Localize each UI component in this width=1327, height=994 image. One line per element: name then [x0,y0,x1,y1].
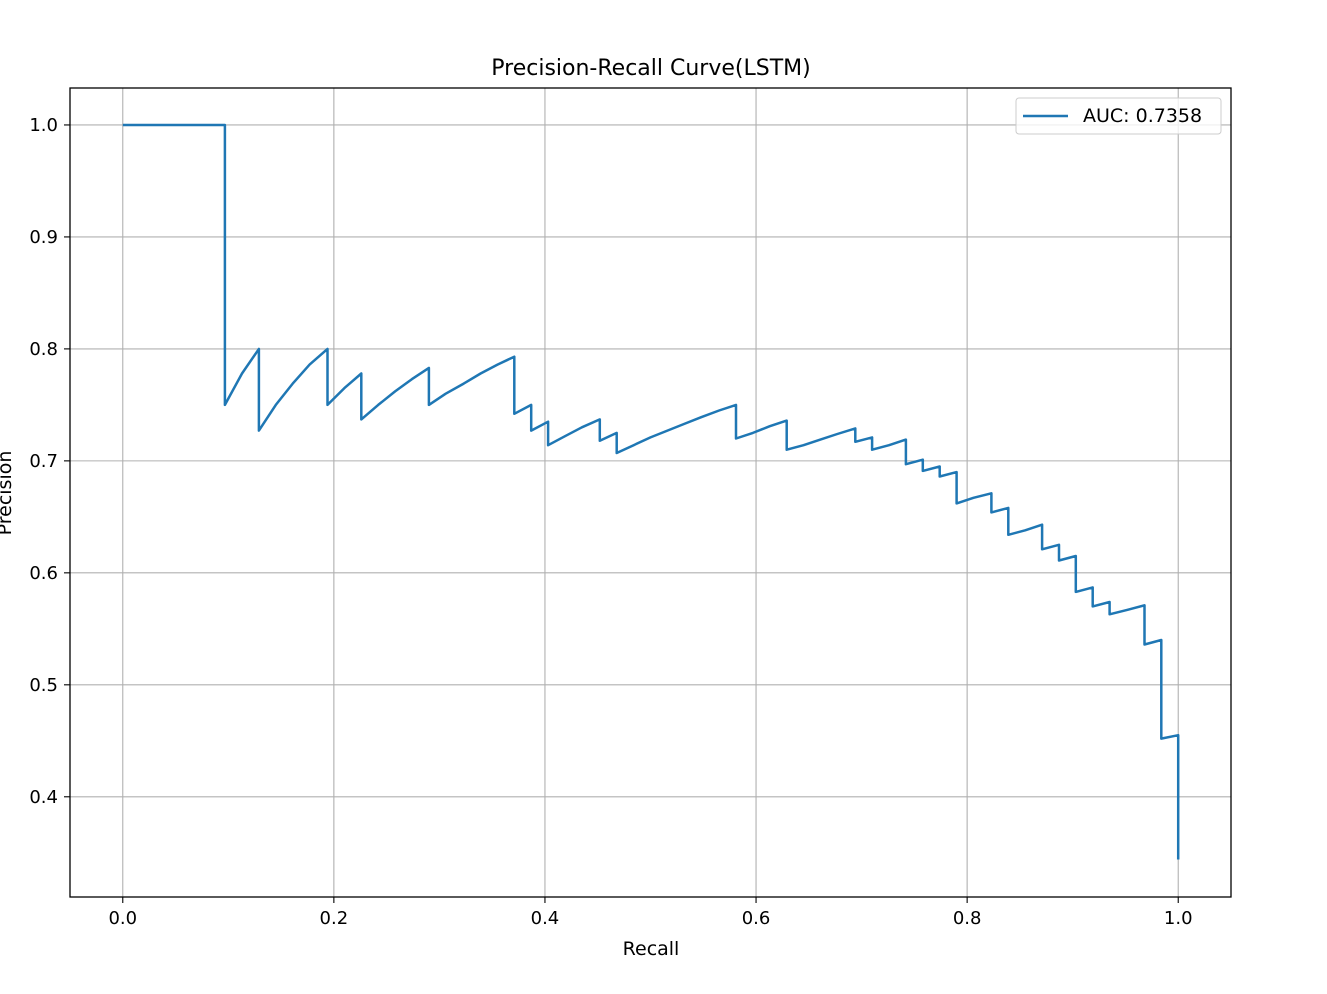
y-tick-label: 0.4 [29,787,58,808]
grid [70,88,1231,897]
y-tick-label: 1.0 [29,115,58,136]
y-tick-label: 0.7 [29,451,58,472]
legend-label: AUC: 0.7358 [1083,105,1202,127]
y-tick-label: 0.9 [29,227,58,248]
y-tick-label: 0.6 [29,563,58,584]
chart-title: Precision-Recall Curve(LSTM) [491,56,810,81]
y-tick-label: 0.8 [29,339,58,360]
x-tick-label: 0.2 [320,908,349,929]
legend: AUC: 0.7358 [1015,97,1222,135]
pr-curve-line [122,123,1180,860]
y-tick-label: 0.5 [29,675,58,696]
x-tick-label: 0.4 [531,908,560,929]
legend-box [1015,97,1222,135]
x-axis-label: Recall [623,938,680,960]
plot-area-frame [69,87,1232,898]
y-axis-ticks: 0.4 0.5 0.6 0.7 0.8 0.9 1.0 [29,115,70,808]
x-tick-label: 0.6 [742,908,771,929]
series-layer [122,123,1180,860]
x-axis-ticks: 0.0 0.2 0.4 0.6 0.8 1.0 [108,897,1193,929]
x-tick-label: 0.0 [108,908,137,929]
x-tick-label: 0.8 [953,908,982,929]
y-axis-label: Precision [0,451,16,536]
x-tick-label: 1.0 [1164,908,1193,929]
